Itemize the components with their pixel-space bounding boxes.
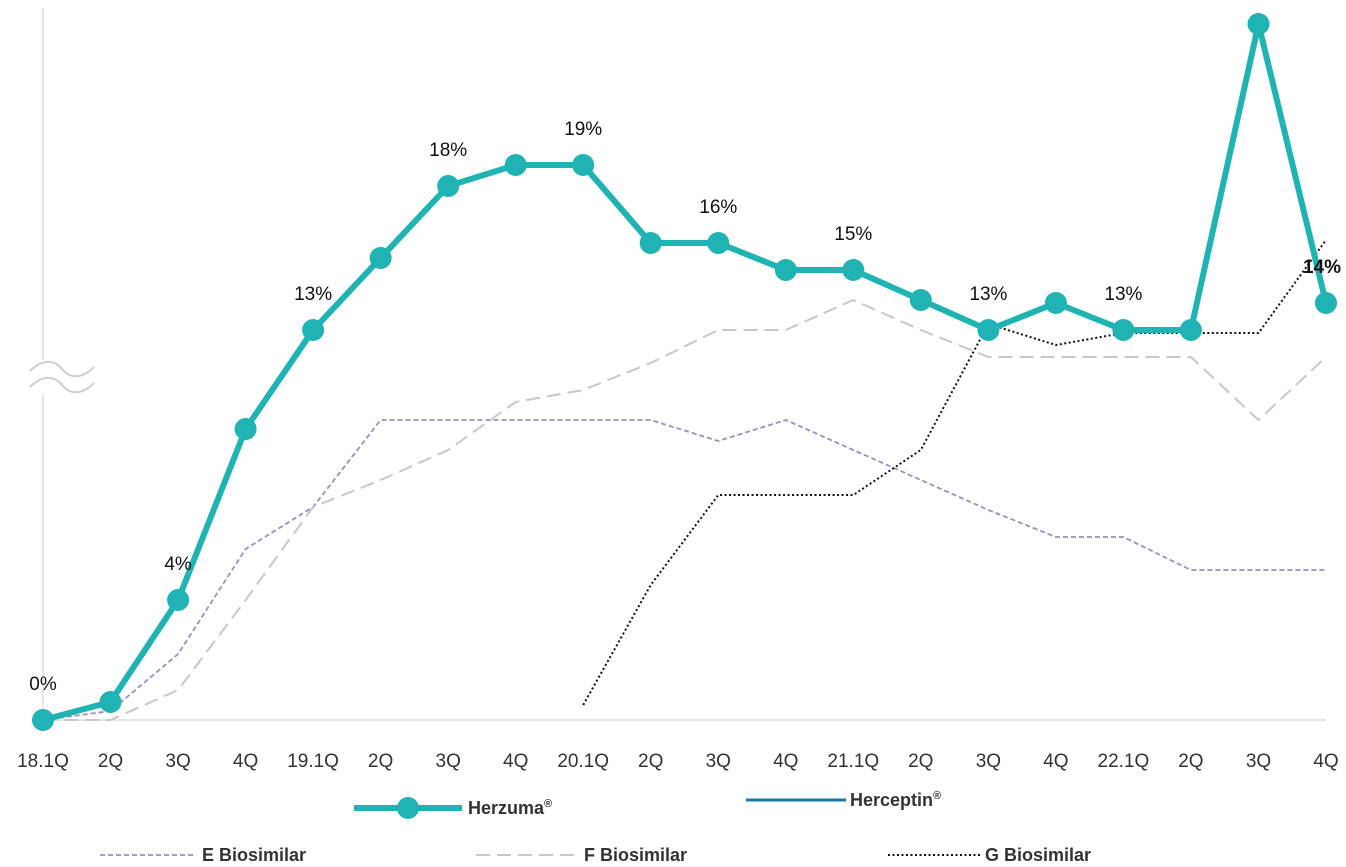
- herzuma-data-label: 14%: [1303, 257, 1341, 278]
- herzuma-data-label: 13%: [1104, 284, 1142, 305]
- series-markers: [32, 13, 1337, 731]
- legend-label: F Biosimilar: [584, 845, 687, 865]
- herzuma-marker: [99, 691, 122, 713]
- x-tick-label: 21.1Q: [827, 751, 879, 772]
- legend-label: Herceptin®: [850, 790, 941, 810]
- x-tick-label: 22.1Q: [1098, 751, 1150, 772]
- x-tick-label: 19.1Q: [287, 751, 339, 772]
- x-tick-label: 4Q: [233, 751, 258, 772]
- herzuma-data-label: 13%: [969, 284, 1007, 305]
- x-tick-label: 20.1Q: [557, 751, 609, 772]
- herzuma-marker: [842, 259, 865, 281]
- herzuma-marker: [1315, 292, 1337, 314]
- herzuma-data-label: 18%: [429, 140, 467, 161]
- x-tick-label: 4Q: [773, 751, 798, 772]
- herzuma-marker: [1044, 292, 1067, 314]
- x-tick-label: 3Q: [436, 751, 461, 772]
- series-line-e: [42, 419, 1326, 721]
- herzuma-marker: [707, 232, 730, 254]
- x-tick-labels: 18.1Q 2Q 3Q 4Q 19.1Q 2Q 3Q 4Q 20.1Q 2Q 3Q 4Q 21.1Q 2Q…: [17, 751, 1339, 772]
- legend-item-e: E Biosimilar: [100, 845, 306, 865]
- herzuma-marker: [572, 154, 595, 176]
- herzuma-marker: [32, 709, 54, 731]
- x-tick-label: 3Q: [976, 751, 1001, 772]
- herzuma-marker: [639, 232, 662, 254]
- legend-label: Herzuma®: [468, 798, 552, 818]
- x-tick-label: 3Q: [165, 751, 190, 772]
- herzuma-marker: [1179, 319, 1202, 341]
- herzuma-marker: [774, 259, 797, 281]
- x-tick-label: 4Q: [503, 751, 528, 772]
- herzuma-data-label: 4%: [164, 554, 192, 575]
- herzuma-marker: [1112, 319, 1135, 341]
- herzuma-data-label: 0%: [29, 674, 57, 695]
- x-tick-label: 3Q: [706, 751, 731, 772]
- x-tick-label: 2Q: [368, 751, 393, 772]
- herzuma-marker: [302, 319, 325, 341]
- x-tick-label: 18.1Q: [17, 751, 69, 772]
- herzuma-marker: [1247, 13, 1270, 35]
- herzuma-marker: [504, 154, 527, 176]
- herzuma-data-label: 13%: [294, 284, 332, 305]
- legend-label: G Biosimilar: [985, 845, 1091, 865]
- x-tick-label: 4Q: [1043, 751, 1068, 772]
- x-tick-label: 4Q: [1313, 751, 1338, 772]
- herzuma-marker: [437, 175, 460, 197]
- legend-item-herzuma: Herzuma®: [354, 797, 552, 819]
- legend-label: E Biosimilar: [202, 845, 306, 865]
- herzuma-marker: [909, 289, 932, 311]
- series-line-g: [582, 239, 1327, 706]
- herzuma-data-label: 15%: [834, 224, 872, 245]
- herzuma-marker: [167, 589, 190, 611]
- x-tick-label: 2Q: [638, 751, 663, 772]
- x-tick-label: 2Q: [98, 751, 123, 772]
- legend-item-herceptin: Herceptin®: [746, 790, 941, 810]
- series-lines: [40, 21, 1329, 723]
- herzuma-marker: [369, 247, 392, 269]
- axis-break-icon: [28, 360, 95, 394]
- x-tick-label: 2Q: [908, 751, 933, 772]
- legend-marker: [397, 797, 419, 819]
- legend: Herzuma® Herceptin® E Biosimilar F Biosimil…: [100, 790, 1091, 865]
- herzuma-marker: [977, 319, 1000, 341]
- series-line-herzuma: [40, 21, 1329, 723]
- legend-item-f: F Biosimilar: [476, 845, 687, 865]
- x-tick-label: 3Q: [1246, 751, 1271, 772]
- data-labels: 0%4%13%18%19%16%15%13%13%23%14%: [29, 119, 1341, 695]
- herzuma-marker: [234, 418, 257, 440]
- herzuma-data-label: 16%: [699, 197, 737, 218]
- herzuma-data-label: 19%: [564, 119, 602, 140]
- x-tick-label: 2Q: [1178, 751, 1203, 772]
- series-line-f: [43, 299, 1327, 721]
- legend-item-g: G Biosimilar: [888, 845, 1091, 865]
